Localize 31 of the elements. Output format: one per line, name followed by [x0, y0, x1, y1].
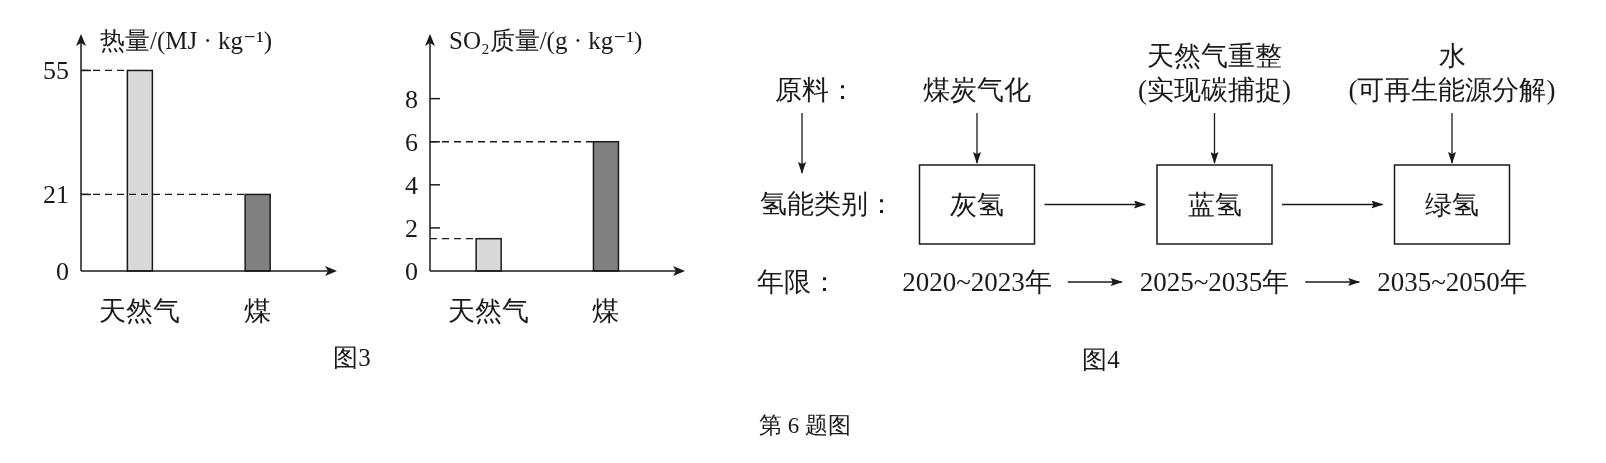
caption: 图3	[333, 344, 371, 371]
y-axis-title: SO₂质量/(g · kg⁻¹)	[449, 27, 643, 55]
x-tick-label: 煤	[244, 296, 272, 326]
y-tick-label: 55	[43, 55, 69, 85]
y-tick-label: 6	[405, 127, 418, 157]
text: 氢能类别：	[760, 189, 895, 219]
category-label: 蓝氢	[1187, 189, 1242, 220]
text: 2035~2050年	[1377, 267, 1527, 297]
text: 煤炭气化	[923, 75, 1031, 105]
y-tick-label: 0	[405, 256, 418, 286]
text: 原料：	[775, 75, 856, 105]
text: (可再生能源分解)	[1348, 75, 1556, 105]
y-tick-label: 8	[405, 84, 418, 114]
text: 水	[1438, 41, 1466, 71]
category-label: 灰氢	[950, 189, 1004, 220]
text: 第 6 题图	[759, 412, 851, 438]
y-tick-label: 4	[405, 170, 418, 200]
text: (实现碳捕捉)	[1138, 75, 1291, 105]
y-tick-label: 21	[43, 179, 69, 209]
text: 天然气重整	[1147, 41, 1282, 71]
text: 2025~2035年	[1139, 267, 1290, 297]
y-axis-title: 热量/(MJ · kg⁻¹)	[100, 27, 273, 55]
x-tick-label: 天然气	[99, 296, 181, 326]
x-tick-label: 天然气	[448, 296, 530, 326]
text: 年限：	[757, 267, 838, 297]
text: 2020~2023年	[902, 267, 1052, 297]
caption: 图4	[1082, 345, 1121, 373]
x-tick-label: 煤	[592, 296, 620, 326]
category-label: 绿氢	[1425, 189, 1479, 220]
y-tick-label: 2	[405, 213, 418, 243]
y-tick-label: 0	[56, 256, 69, 286]
